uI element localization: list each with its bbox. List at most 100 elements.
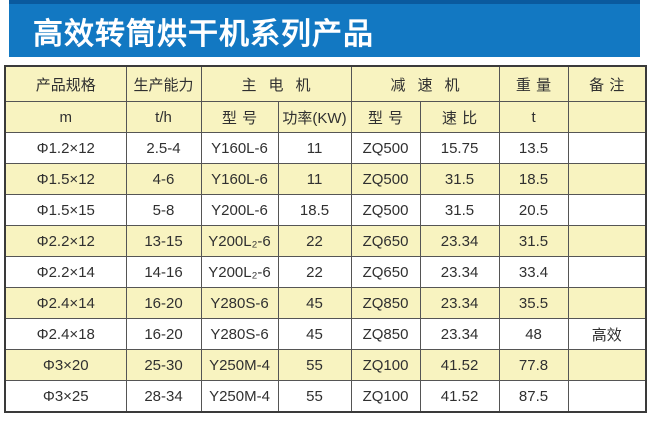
cell-reducer-model: ZQ100 [350, 380, 421, 413]
cell-capacity: 28-34 [125, 380, 202, 413]
cell-reducer-ratio: 41.52 [419, 380, 500, 413]
cell-weight: 13.5 [498, 132, 569, 164]
cell-weight: 35.5 [498, 287, 569, 319]
cell-motor-model: Y200L-6 [200, 194, 279, 226]
cell-motor-model: Y250M-4 [200, 380, 279, 413]
cell-spec: Φ2.2×14 [4, 256, 127, 288]
cell-motor-model: Y200L₂-6 [200, 256, 279, 288]
cell-motor-power: 22 [277, 256, 352, 288]
cell-remark [567, 256, 647, 288]
cell-spec: Φ2.4×18 [4, 318, 127, 350]
cell-capacity: 25-30 [125, 349, 202, 381]
cell-motor-power: 45 [277, 318, 352, 350]
cell-spec: Φ1.5×15 [4, 194, 127, 226]
header-row-units: m t/h 型号 功率(KW) 型号 速比 t [4, 101, 647, 133]
cell-reducer-ratio: 23.34 [419, 225, 500, 257]
table-row: Φ2.4×14 16-20 Y280S-6 45 ZQ850 23.34 35.… [4, 287, 647, 319]
cell-weight: 31.5 [498, 225, 569, 257]
cell-motor-power: 55 [277, 380, 352, 413]
cell-reducer-ratio: 15.75 [419, 132, 500, 164]
cell-motor-power: 11 [277, 132, 352, 164]
cell-reducer-model: ZQ500 [350, 194, 421, 226]
unit-weight: t [498, 101, 569, 133]
cell-reducer-ratio: 23.34 [419, 287, 500, 319]
unit-reducer-model: 型号 [350, 101, 421, 133]
cell-weight: 33.4 [498, 256, 569, 288]
cell-reducer-ratio: 23.34 [419, 318, 500, 350]
col-header-reducer: 减速机 [350, 65, 500, 102]
header-row-groups: 产品规格 生产能力 主电机 减速机 重量 备注 [4, 65, 647, 102]
cell-capacity: 2.5-4 [125, 132, 202, 164]
cell-spec: Φ3×25 [4, 380, 127, 413]
col-header-capacity: 生产能力 [125, 65, 202, 102]
cell-motor-model: Y160L-6 [200, 163, 279, 195]
page-title: 高效转筒烘干机系列产品 [33, 17, 374, 51]
cell-capacity: 5-8 [125, 194, 202, 226]
cell-motor-power: 11 [277, 163, 352, 195]
cell-motor-model: Y280S-6 [200, 287, 279, 319]
cell-spec: Φ3×20 [4, 349, 127, 381]
col-header-weight: 重量 [498, 65, 569, 102]
unit-motor-model: 型号 [200, 101, 279, 133]
cell-weight: 87.5 [498, 380, 569, 413]
cell-motor-power: 22 [277, 225, 352, 257]
table-row: Φ1.5×15 5-8 Y200L-6 18.5 ZQ500 31.5 20.5 [4, 194, 647, 226]
cell-spec: Φ1.5×12 [4, 163, 127, 195]
table-row: Φ1.2×12 2.5-4 Y160L-6 11 ZQ500 15.75 13.… [4, 132, 647, 164]
title-banner: 高效转筒烘干机系列产品 [9, 0, 640, 57]
table-row: Φ1.5×12 4-6 Y160L-6 11 ZQ500 31.5 18.5 [4, 163, 647, 195]
col-header-motor: 主电机 [200, 65, 352, 102]
table-row: Φ2.4×18 16-20 Y280S-6 45 ZQ850 23.34 48 … [4, 318, 647, 350]
cell-weight: 77.8 [498, 349, 569, 381]
cell-reducer-ratio: 41.52 [419, 349, 500, 381]
cell-spec: Φ2.2×12 [4, 225, 127, 257]
unit-motor-power: 功率(KW) [277, 101, 352, 133]
cell-weight: 18.5 [498, 163, 569, 195]
cell-remark [567, 132, 647, 164]
cell-reducer-model: ZQ500 [350, 163, 421, 195]
cell-reducer-ratio: 31.5 [419, 163, 500, 195]
cell-capacity: 16-20 [125, 287, 202, 319]
cell-reducer-model: ZQ650 [350, 225, 421, 257]
table-row: Φ3×25 28-34 Y250M-4 55 ZQ100 41.52 87.5 [4, 380, 647, 413]
cell-reducer-model: ZQ500 [350, 132, 421, 164]
cell-reducer-ratio: 31.5 [419, 194, 500, 226]
cell-capacity: 16-20 [125, 318, 202, 350]
cell-remark [567, 225, 647, 257]
cell-weight: 48 [498, 318, 569, 350]
cell-weight: 20.5 [498, 194, 569, 226]
cell-capacity: 14-16 [125, 256, 202, 288]
unit-remark [567, 101, 647, 133]
unit-capacity: t/h [125, 101, 202, 133]
table-row: Φ3×20 25-30 Y250M-4 55 ZQ100 41.52 77.8 [4, 349, 647, 381]
col-header-remark: 备注 [567, 65, 647, 102]
cell-reducer-model: ZQ100 [350, 349, 421, 381]
unit-spec: m [4, 101, 127, 133]
product-spec-table: 产品规格 生产能力 主电机 减速机 重量 备注 m t/h 型号 功率(KW) … [4, 65, 648, 413]
cell-remark [567, 349, 647, 381]
cell-spec: Φ2.4×14 [4, 287, 127, 319]
cell-motor-model: Y160L-6 [200, 132, 279, 164]
table-row: Φ2.2×14 14-16 Y200L₂-6 22 ZQ650 23.34 33… [4, 256, 647, 288]
cell-remark: 高效 [567, 318, 647, 350]
table-row: Φ2.2×12 13-15 Y200L₂-6 22 ZQ650 23.34 31… [4, 225, 647, 257]
col-header-spec: 产品规格 [4, 65, 127, 102]
cell-motor-power: 45 [277, 287, 352, 319]
cell-remark [567, 194, 647, 226]
cell-motor-model: Y280S-6 [200, 318, 279, 350]
cell-motor-power: 55 [277, 349, 352, 381]
cell-reducer-model: ZQ650 [350, 256, 421, 288]
cell-reducer-model: ZQ850 [350, 318, 421, 350]
cell-spec: Φ1.2×12 [4, 132, 127, 164]
unit-reducer-ratio: 速比 [419, 101, 500, 133]
cell-capacity: 13-15 [125, 225, 202, 257]
cell-reducer-model: ZQ850 [350, 287, 421, 319]
cell-remark [567, 163, 647, 195]
cell-motor-model: Y250M-4 [200, 349, 279, 381]
cell-motor-model: Y200L₂-6 [200, 225, 279, 257]
cell-remark [567, 287, 647, 319]
cell-capacity: 4-6 [125, 163, 202, 195]
cell-remark [567, 380, 647, 413]
cell-motor-power: 18.5 [277, 194, 352, 226]
cell-reducer-ratio: 23.34 [419, 256, 500, 288]
